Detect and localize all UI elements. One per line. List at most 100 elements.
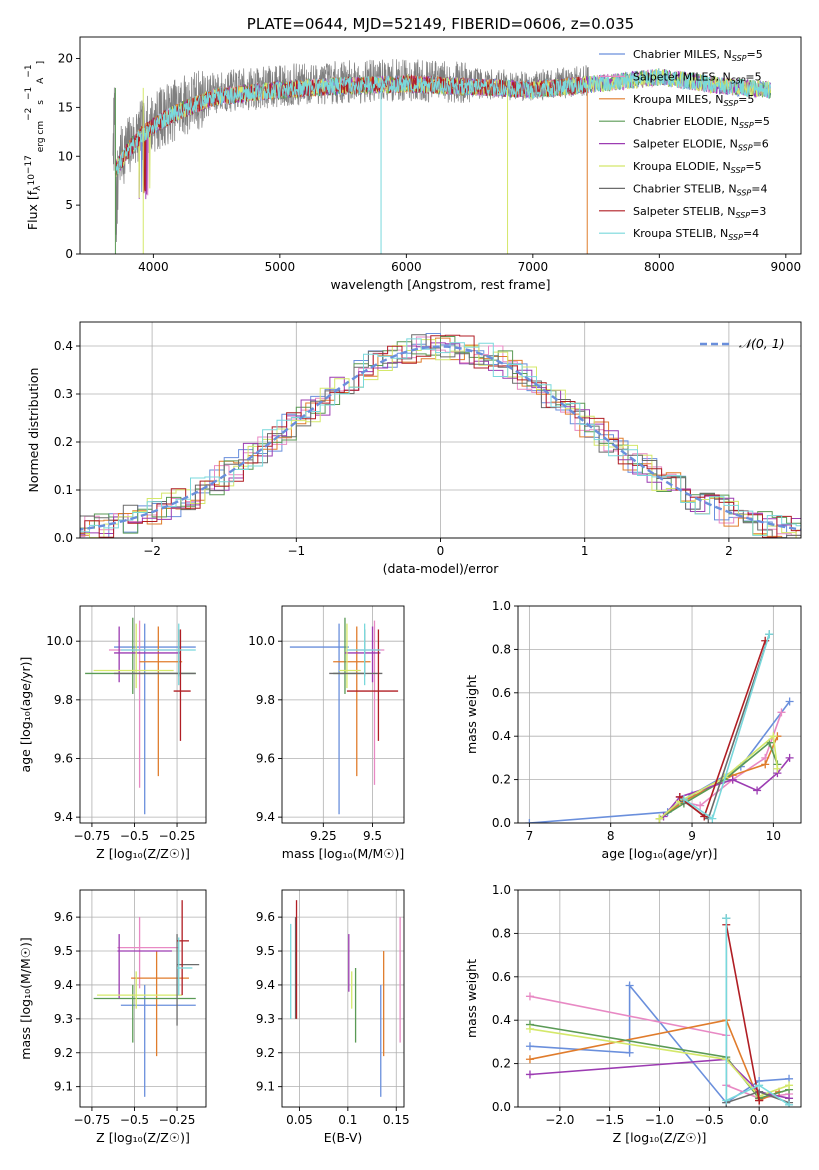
y-axis-label-part: ] xyxy=(36,61,46,65)
y-tick-label: 9.8 xyxy=(54,693,73,707)
x-tick-label: 0.15 xyxy=(383,1113,410,1127)
y-tick-label: 0.3 xyxy=(54,387,73,401)
x-tick-label: 1 xyxy=(581,544,589,558)
series-marker xyxy=(525,1024,534,1033)
y-tick-label: 9.4 xyxy=(54,810,73,824)
x-axis-label: age [log₁₀(age/yr)] xyxy=(602,846,718,861)
x-axis-label: (data-model)/error xyxy=(383,561,500,576)
y-tick-label: 9.3 xyxy=(256,1012,275,1026)
legend-entry-sep: , xyxy=(713,227,720,240)
series-marker xyxy=(755,1081,764,1090)
series-marker xyxy=(785,753,794,762)
plot-area xyxy=(85,617,196,815)
legend-nssp-label: N xyxy=(728,182,736,195)
legend-entry-name: Kroupa STELIB xyxy=(633,227,713,240)
y-tick-label: 0.0 xyxy=(492,816,511,830)
legend-nssp-sub: SSP xyxy=(728,233,743,242)
y-tick-label: 1.0 xyxy=(492,883,511,897)
x-tick-label: 9.5 xyxy=(363,829,382,843)
x-tick-label: −0.75 xyxy=(74,829,111,843)
x-axis-label: Z [log₁₀(Z/Z☉)] xyxy=(613,1130,707,1145)
legend-entry: Salpeter ELODIE, NSSP=6 xyxy=(633,138,769,153)
legend-nssp-value: 5 xyxy=(755,70,762,83)
x-tick-label: 10 xyxy=(766,829,781,843)
legend-nssp-eq: = xyxy=(745,70,754,83)
panel-residuals: −2 −1 0 1 2 0.0 0.1 0.2 0.3 0.4 (data-model)/error… xyxy=(26,321,802,576)
series-marker xyxy=(679,795,688,804)
legend-nssp-label: N xyxy=(730,138,738,151)
series-marker xyxy=(655,814,664,823)
legend-nssp-label: N xyxy=(720,227,728,240)
axes-frame xyxy=(79,889,207,1108)
y-tick-label: 10 xyxy=(58,149,73,163)
plot-area xyxy=(525,914,794,1107)
series-marker xyxy=(722,1096,731,1105)
legend-entry: Kroupa ELODIE, NSSP=5 xyxy=(633,160,762,175)
y-tick-label: 9.2 xyxy=(256,1046,275,1060)
legend-nssp-eq: = xyxy=(743,227,752,240)
y-axis-label-part: −1 xyxy=(24,87,34,100)
plot-area xyxy=(289,617,399,815)
y-tick-label: 0.2 xyxy=(492,1057,511,1071)
series-marker xyxy=(525,1042,534,1051)
series-marker xyxy=(777,708,786,717)
legend-nssp-sub: SSP xyxy=(738,144,753,153)
legend-nssp-value: 5 xyxy=(756,48,763,61)
legend-entry-name: Kroupa ELODIE xyxy=(633,160,715,173)
histogram-salpeter-stelib xyxy=(80,334,801,538)
y-tick-label: 15 xyxy=(58,100,73,114)
y-tick-label: 9.5 xyxy=(256,944,275,958)
x-tick-label: −0.25 xyxy=(159,829,196,843)
x-tick-label: 9 xyxy=(688,829,696,843)
legend-nssp-sub: SSP xyxy=(731,166,746,175)
series-line-salpeter-stelib xyxy=(725,924,760,1101)
errorbar-point xyxy=(93,623,174,689)
y-axis-label-part: −17 xyxy=(24,155,34,174)
y-tick-label: 0.2 xyxy=(492,773,511,787)
legend-entry: Kroupa MILES, NSSP=5 xyxy=(633,93,754,108)
x-axis-label: E(B-V) xyxy=(324,1130,363,1145)
y-axis-label-part: A xyxy=(36,77,46,87)
x-tick-label: 2 xyxy=(725,544,733,558)
legend-entry-sep: , xyxy=(723,138,730,151)
errorbar-point xyxy=(117,917,179,989)
series-line-kroupa-stelib xyxy=(725,918,790,1106)
legend-nssp-eq: = xyxy=(753,138,762,151)
legend-entry-sep: , xyxy=(721,182,728,195)
x-tick-label: 0.0 xyxy=(750,1113,769,1127)
panel-massweight-Z: −2.0 −1.5 −1.0 −0.5 0.0 0.0 0.2 0.4 0.6 0.8 1.0 Z [… xyxy=(464,883,802,1145)
series-marker xyxy=(525,1070,534,1079)
errorbar-point xyxy=(120,984,196,1097)
errorbar-point xyxy=(339,623,361,689)
x-tick-label: 0.1 xyxy=(338,1113,357,1127)
panel-massweight-age: 7 8 9 10 0.0 0.2 0.4 0.6 0.8 1.0 age [log₁₀(age/yr… xyxy=(464,599,802,861)
legend-nssp-value: 4 xyxy=(760,182,767,195)
series-marker xyxy=(785,1100,794,1107)
legend-nssp-eq: = xyxy=(745,160,754,173)
legend-nssp-value: 5 xyxy=(747,93,754,106)
legend-entry: Chabrier ELODIE, NSSP=5 xyxy=(633,115,770,130)
x-axis-label: wavelength [Angstrom, rest frame] xyxy=(330,277,550,292)
y-axis-label-part: erg cm xyxy=(36,121,46,155)
axes-frame xyxy=(281,889,405,1108)
plot-area xyxy=(93,900,200,1097)
legend-entry-sep: , xyxy=(708,93,715,106)
errorbar-point xyxy=(333,617,365,694)
x-tick-label: 7 xyxy=(526,829,534,843)
x-tick-label: −2 xyxy=(143,544,161,558)
x-tick-label: −1.0 xyxy=(645,1113,674,1127)
x-tick-label: −0.75 xyxy=(74,1113,111,1127)
axes-frame xyxy=(79,36,802,255)
y-axis-label-part: −2 xyxy=(24,108,34,121)
series-marker xyxy=(753,786,762,795)
legend-entry-sep: , xyxy=(724,115,731,128)
legend-nssp-eq: = xyxy=(746,48,755,61)
series-marker xyxy=(525,992,534,1001)
series-marker xyxy=(785,1081,794,1090)
legend-nssp-value: 5 xyxy=(763,115,770,128)
series-marker xyxy=(625,1048,634,1057)
y-tick-label: 0.4 xyxy=(492,1013,511,1027)
series-marker xyxy=(761,760,770,769)
legend-nssp-label: N xyxy=(724,48,732,61)
series-marker xyxy=(773,764,782,773)
